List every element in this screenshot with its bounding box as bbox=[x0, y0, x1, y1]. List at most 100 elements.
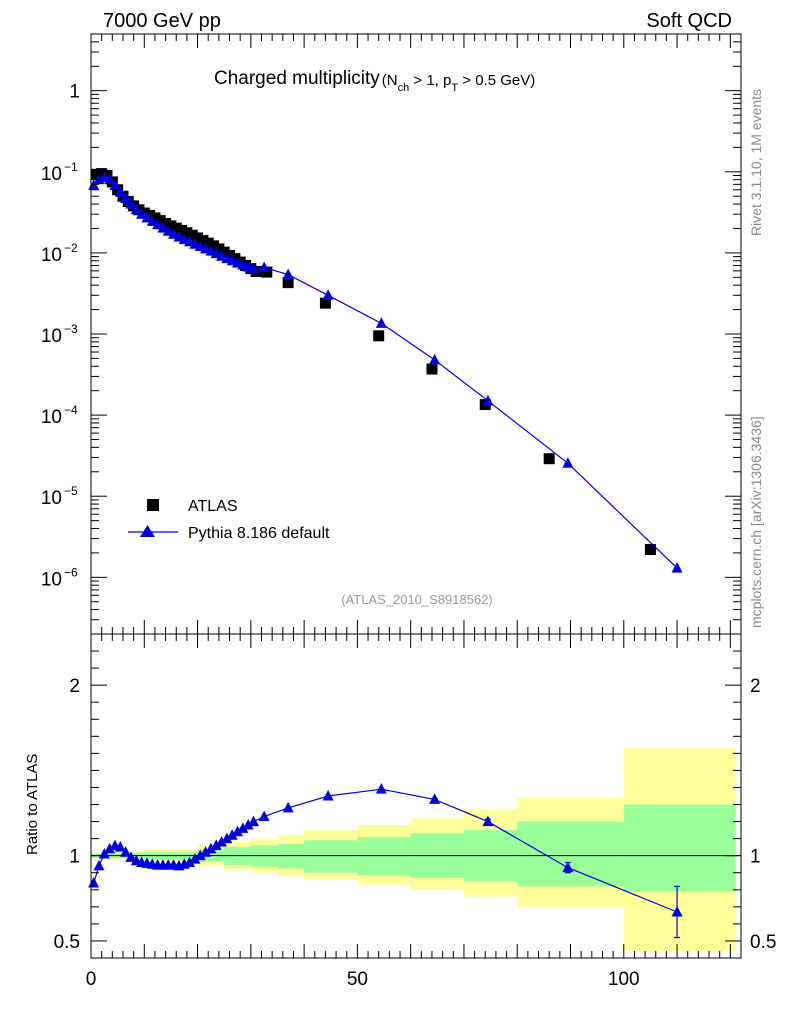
ratio-y-tick-label-right: 0.5 bbox=[750, 932, 776, 953]
atlas-point bbox=[426, 363, 438, 375]
main-tick-layer: 110−110−210−310−410−510−6 bbox=[41, 33, 741, 635]
atlas-point bbox=[644, 544, 656, 556]
ratio-pythia-point bbox=[237, 822, 249, 833]
ratio-pythia-point bbox=[248, 815, 259, 827]
pythia-point bbox=[258, 261, 270, 273]
ratio-pythia-point bbox=[200, 846, 212, 857]
ratio-band-inner bbox=[304, 840, 358, 873]
ratio-y-tick-label-right: 2 bbox=[750, 676, 761, 697]
ratio-pythia-point bbox=[120, 846, 132, 857]
atlas-point bbox=[543, 453, 555, 465]
pythia-point bbox=[248, 262, 259, 274]
pythia-point bbox=[162, 225, 174, 236]
ratio-y-tick-label-left: 2 bbox=[69, 676, 80, 697]
pythia-point bbox=[125, 198, 137, 209]
pythia-point bbox=[375, 317, 387, 328]
legend-atlas-marker bbox=[147, 499, 159, 511]
main-y-tick-label: 1 bbox=[69, 82, 80, 103]
atlas-point bbox=[373, 330, 385, 342]
ratio-pythia-point bbox=[375, 783, 387, 794]
ratio-pythia-point bbox=[221, 832, 233, 844]
pythia-point bbox=[482, 394, 494, 406]
ratio-y-tick-label-left: 1 bbox=[69, 847, 80, 868]
ratio-pythia-point bbox=[282, 801, 294, 813]
analysis-reference: (ATLAS_2010_S8918562) bbox=[341, 592, 493, 607]
pythia-point bbox=[130, 203, 142, 215]
ratio-pythia-point bbox=[184, 856, 196, 868]
ratio-pythia-point bbox=[429, 793, 441, 804]
ratio-pythia-point bbox=[88, 876, 100, 888]
ratio-y-tick-label-right: 1 bbox=[750, 847, 761, 868]
pythia-point bbox=[104, 173, 116, 185]
main-y-tick-exponent: −2 bbox=[64, 241, 78, 255]
pythia-point bbox=[429, 353, 441, 365]
ratio-pythia-point bbox=[189, 853, 201, 864]
ratio-pythia-point bbox=[232, 825, 244, 837]
ratio-pythia-point bbox=[226, 829, 238, 840]
ratio-pythia-point bbox=[482, 815, 494, 827]
ratio-x-tick-label: 100 bbox=[608, 969, 640, 990]
pythia-point bbox=[671, 562, 683, 573]
ratio-ylabel: Ratio to ATLAS bbox=[24, 754, 41, 855]
main-title: Charged multiplicity (Nch > 1, pT > 0.5 G… bbox=[214, 68, 535, 94]
ratio-y-tick-label-left: 0.5 bbox=[54, 932, 80, 953]
pythia-point bbox=[152, 218, 164, 230]
rivet-label: Rivet 3.1.10, 1M events bbox=[748, 89, 764, 236]
ratio-pythia-point bbox=[216, 836, 228, 847]
main-y-tick-exponent: −4 bbox=[64, 403, 78, 417]
main-plot: 110−110−210−310−410−510−6 Charged multip… bbox=[41, 33, 742, 635]
main-y-tick-label: 10 bbox=[41, 488, 62, 509]
main-y-tick-label: 10 bbox=[41, 245, 62, 266]
ratio-pythia-point bbox=[93, 859, 105, 871]
ratio-band-inner bbox=[623, 804, 736, 892]
ratio-pythia-point bbox=[562, 861, 574, 873]
main-y-tick-label: 10 bbox=[41, 326, 62, 347]
ratio-x-tick-label: 0 bbox=[86, 969, 97, 990]
header-right: Soft QCD bbox=[646, 10, 732, 32]
ratio-pythia-point bbox=[125, 851, 137, 862]
legend: ATLAS Pythia 8.186 default bbox=[128, 498, 330, 542]
ratio-pythia-point bbox=[114, 841, 126, 852]
main-y-tick-exponent: −3 bbox=[64, 322, 78, 336]
ratio-series-layer bbox=[88, 783, 683, 939]
legend-pythia-marker bbox=[140, 525, 155, 537]
main-series-layer bbox=[88, 168, 683, 573]
pythia-point bbox=[322, 289, 334, 300]
main-frame bbox=[90, 33, 742, 635]
ratio-plot: 0 50 100 0.5 0.5 1 1 2 2 Ratio to ATLAS bbox=[24, 633, 776, 990]
ratio-pythia-point bbox=[322, 790, 334, 801]
pythia-point bbox=[146, 215, 158, 226]
pythia-point bbox=[114, 186, 126, 197]
pythia-point bbox=[141, 211, 153, 223]
main-y-tick-label: 10 bbox=[41, 407, 62, 428]
atlas-point bbox=[282, 277, 294, 289]
legend-atlas-label: ATLAS bbox=[188, 498, 238, 515]
main-y-tick-exponent: −6 bbox=[64, 565, 78, 579]
header-left: 7000 GeV pp bbox=[103, 10, 221, 32]
pythia-point bbox=[109, 179, 121, 190]
ratio-pythia-point bbox=[104, 842, 116, 854]
atlas-point bbox=[319, 297, 331, 309]
pythia-point bbox=[282, 268, 294, 280]
pythia-point bbox=[120, 192, 132, 203]
ratio-tick-layer: 0 50 100 0.5 0.5 1 1 2 2 bbox=[54, 634, 776, 990]
main-y-tick-label: 10 bbox=[41, 569, 62, 590]
ratio-pythia-point bbox=[194, 849, 206, 861]
ratio-frame bbox=[90, 633, 742, 959]
pythia-point bbox=[562, 457, 574, 468]
legend-pythia-label: Pythia 8.186 default bbox=[188, 525, 330, 542]
ratio-pythia-point bbox=[205, 842, 217, 854]
ratio-pythia-point bbox=[210, 839, 222, 850]
ratio-band-layer bbox=[91, 748, 741, 952]
main-y-tick-exponent: −1 bbox=[64, 160, 78, 174]
atlas-point bbox=[261, 266, 273, 278]
ratio-pythia-point bbox=[258, 810, 270, 821]
ratio-band-inner bbox=[517, 821, 624, 887]
ratio-x-tick-label: 50 bbox=[347, 969, 368, 990]
pythia-point bbox=[136, 208, 148, 219]
main-y-tick-label: 10 bbox=[41, 164, 62, 185]
mcplots-label: mcplots.cern.ch [arXiv:1306.3436] bbox=[748, 416, 764, 628]
ratio-pythia-point bbox=[671, 905, 683, 917]
pythia-point bbox=[157, 222, 169, 233]
